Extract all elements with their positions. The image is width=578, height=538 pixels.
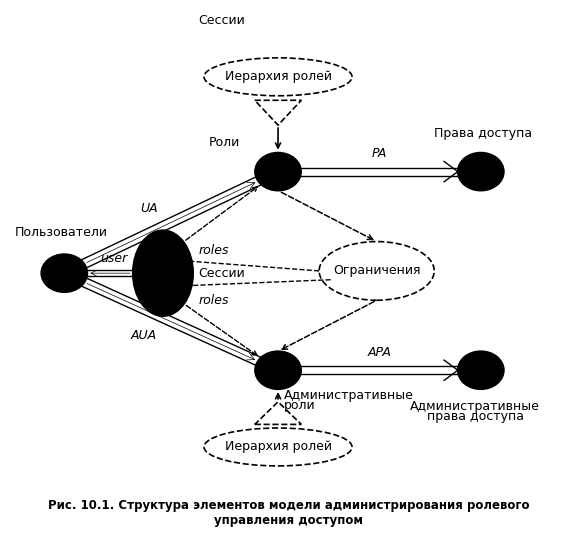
- Text: Сессии: Сессии: [199, 14, 245, 27]
- Text: user: user: [100, 252, 127, 265]
- Text: Рис. 10.1. Структура элементов модели администрирования ролевого
управления дост: Рис. 10.1. Структура элементов модели ад…: [48, 499, 530, 527]
- Circle shape: [458, 351, 504, 389]
- Circle shape: [255, 153, 301, 190]
- Text: Иерархия ролей: Иерархия ролей: [224, 441, 332, 454]
- Text: права доступа: права доступа: [427, 410, 524, 423]
- Text: APA: APA: [368, 346, 391, 359]
- Text: AUA: AUA: [131, 329, 157, 342]
- Ellipse shape: [133, 230, 193, 316]
- Text: AR: AR: [268, 363, 288, 378]
- Text: Административные: Административные: [284, 388, 413, 401]
- Text: AP: AP: [471, 363, 491, 378]
- Text: Ограничения: Ограничения: [333, 264, 420, 278]
- Text: Права доступа: Права доступа: [435, 127, 532, 140]
- Text: Сессии: Сессии: [199, 267, 245, 280]
- Text: Иерархия ролей: Иерархия ролей: [224, 70, 332, 83]
- Circle shape: [255, 351, 301, 389]
- Text: роли: роли: [284, 399, 315, 412]
- Text: S: S: [158, 266, 168, 281]
- Text: roles: roles: [199, 294, 229, 307]
- Circle shape: [458, 153, 504, 190]
- Text: PA: PA: [372, 147, 387, 160]
- Text: U: U: [59, 266, 70, 281]
- Text: Административные: Административные: [410, 400, 540, 413]
- Circle shape: [41, 254, 87, 292]
- Text: UA: UA: [140, 202, 158, 215]
- Text: R: R: [273, 164, 283, 179]
- Text: P: P: [476, 164, 486, 179]
- Text: roles: roles: [199, 244, 229, 257]
- Text: Роли: Роли: [209, 136, 240, 149]
- Text: Пользователи: Пользователи: [15, 226, 108, 239]
